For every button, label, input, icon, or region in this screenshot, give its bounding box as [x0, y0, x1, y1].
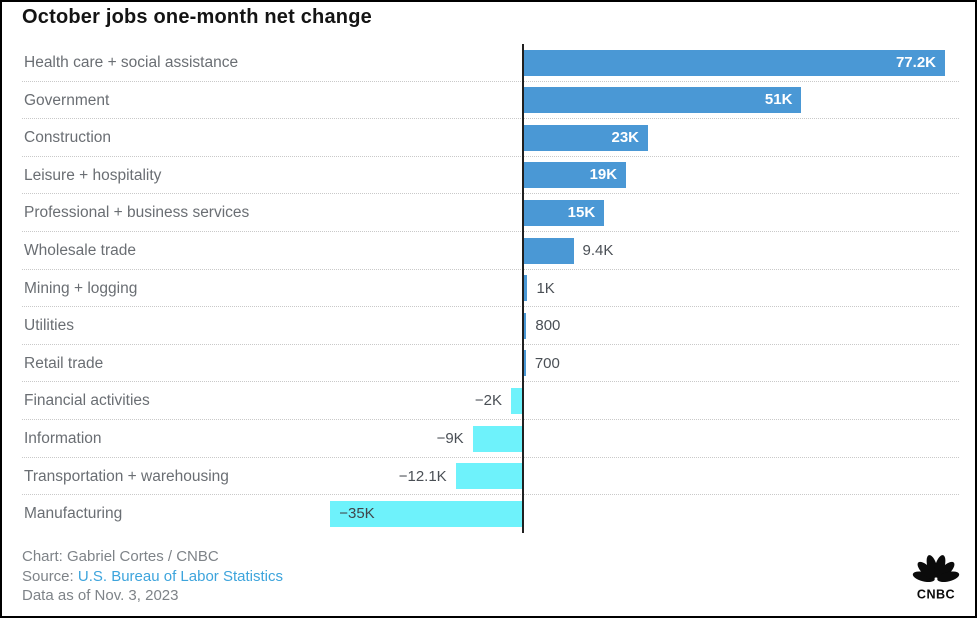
chart-row: Manufacturing −35K: [22, 495, 959, 533]
chart-title: October jobs one-month net change: [22, 6, 372, 28]
bar-negative: [511, 387, 522, 414]
bar-negative: [455, 463, 522, 490]
chart-row: Wholesale trade 9.4K: [22, 232, 959, 270]
bar-positive: [522, 312, 527, 339]
cnbc-peacock-icon: CNBC: [912, 555, 960, 602]
chart-row: Leisure + hospitality 19K: [22, 157, 959, 195]
bar-positive: 15K: [522, 199, 605, 226]
bar-positive: [522, 237, 574, 264]
category-label: Financial activities: [24, 392, 150, 410]
value-label: 15K: [567, 203, 596, 221]
category-label: Professional + business services: [24, 204, 250, 222]
chart-row: Transportation + warehousing −12.1K: [22, 458, 959, 496]
chart-row: Financial activities −2K: [22, 382, 959, 421]
value-label: 19K: [589, 166, 618, 184]
category-label: Construction: [24, 129, 112, 147]
category-label: Information: [24, 430, 102, 448]
value-label: 77.2K: [895, 53, 936, 71]
chart-row: Professional + business services 15K: [22, 194, 959, 233]
value-label: 9.4K: [582, 242, 614, 260]
chart-credit: Chart: Gabriel Cortes / CNBC: [22, 548, 219, 565]
category-label: Government: [24, 91, 110, 109]
category-label: Transportation + warehousing: [24, 467, 229, 485]
zero-axis-line: [522, 44, 524, 533]
chart-row: Utilities 800: [22, 307, 959, 345]
cnbc-logo: CNBC: [909, 551, 963, 610]
chart-source: Source: U.S. Bureau of Labor Statistics: [22, 567, 283, 587]
bar-negative: [472, 425, 522, 452]
value-label: −2K: [474, 392, 503, 410]
category-label: Mining + logging: [24, 279, 138, 297]
chart-footer: Chart: Gabriel Cortes / CNBC Source: U.S…: [22, 547, 283, 606]
bar-negative: −35K: [330, 500, 522, 527]
value-label: 1K: [536, 279, 555, 297]
category-label: Retail trade: [24, 354, 104, 372]
value-label: 23K: [611, 128, 640, 146]
cnbc-logo-text: CNBC: [917, 588, 955, 602]
value-label: −35K: [339, 504, 375, 522]
bar-positive: [522, 275, 528, 302]
data-as-of: Data as of Nov. 3, 2023: [22, 587, 179, 604]
chart-row: Retail trade 700: [22, 345, 959, 383]
source-link[interactable]: U.S. Bureau of Labor Statistics: [77, 567, 283, 585]
chart-row: Mining + logging 1K: [22, 270, 959, 308]
chart-row: Construction 23K: [22, 119, 959, 157]
category-label: Manufacturing: [24, 505, 123, 523]
bar-positive: 51K: [522, 87, 802, 114]
value-label: 700: [534, 354, 560, 372]
bar-chart: Health care + social assistance 77.2K Gove…: [22, 44, 959, 533]
category-label: Health care + social assistance: [24, 54, 239, 71]
chart-row: Information −9K: [22, 420, 959, 458]
value-label: 800: [535, 317, 561, 335]
category-label: Leisure + hospitality: [24, 166, 162, 184]
value-label: −9K: [436, 430, 464, 448]
bar-positive: 23K: [522, 124, 649, 151]
chart-row: Health care + social assistance 77.2K: [22, 44, 959, 82]
value-label: 51K: [764, 91, 793, 109]
chart-row: Government 51K: [22, 82, 959, 120]
bar-positive: 77.2K: [522, 49, 945, 76]
bar-positive: 19K: [522, 162, 627, 189]
category-label: Wholesale trade: [24, 242, 137, 260]
category-label: Utilities: [24, 317, 74, 335]
source-label: Source:: [22, 567, 78, 585]
value-label: −12.1K: [398, 467, 447, 485]
